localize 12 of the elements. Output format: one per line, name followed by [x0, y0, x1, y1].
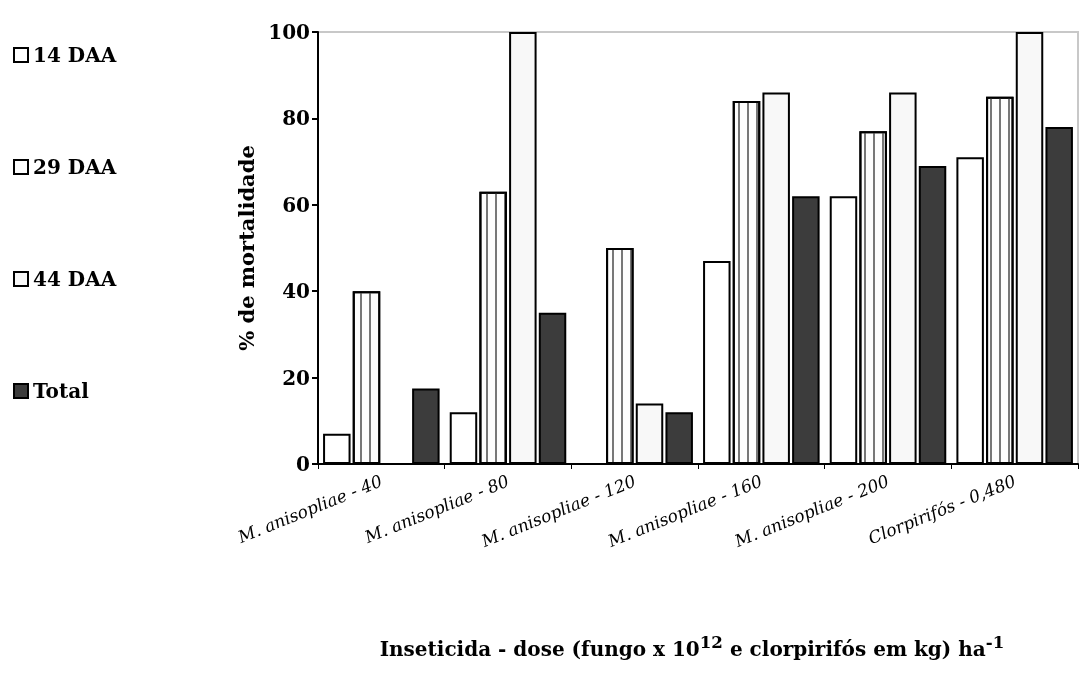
x-axis-title: Inseticida - dose (fungo x 10$^{12}$ e clorpirifós em kg) ha$^{-1}$ [378, 632, 1006, 661]
legend-label: 44 DAA [33, 267, 117, 291]
legend-label: 29 DAA [33, 155, 117, 179]
y-tick-label: 0 [296, 452, 310, 476]
legend-label: Total [33, 379, 90, 403]
y-tick-label: 40 [282, 279, 310, 304]
y-tick-label: 20 [282, 365, 310, 390]
y-tick-label: 80 [282, 106, 310, 131]
y-axis-title: % de mortalidade [234, 145, 260, 351]
legend-label: 14 DAA [33, 43, 117, 67]
y-tick-label: 60 [282, 192, 310, 217]
y-tick-label: 100 [268, 20, 310, 44]
